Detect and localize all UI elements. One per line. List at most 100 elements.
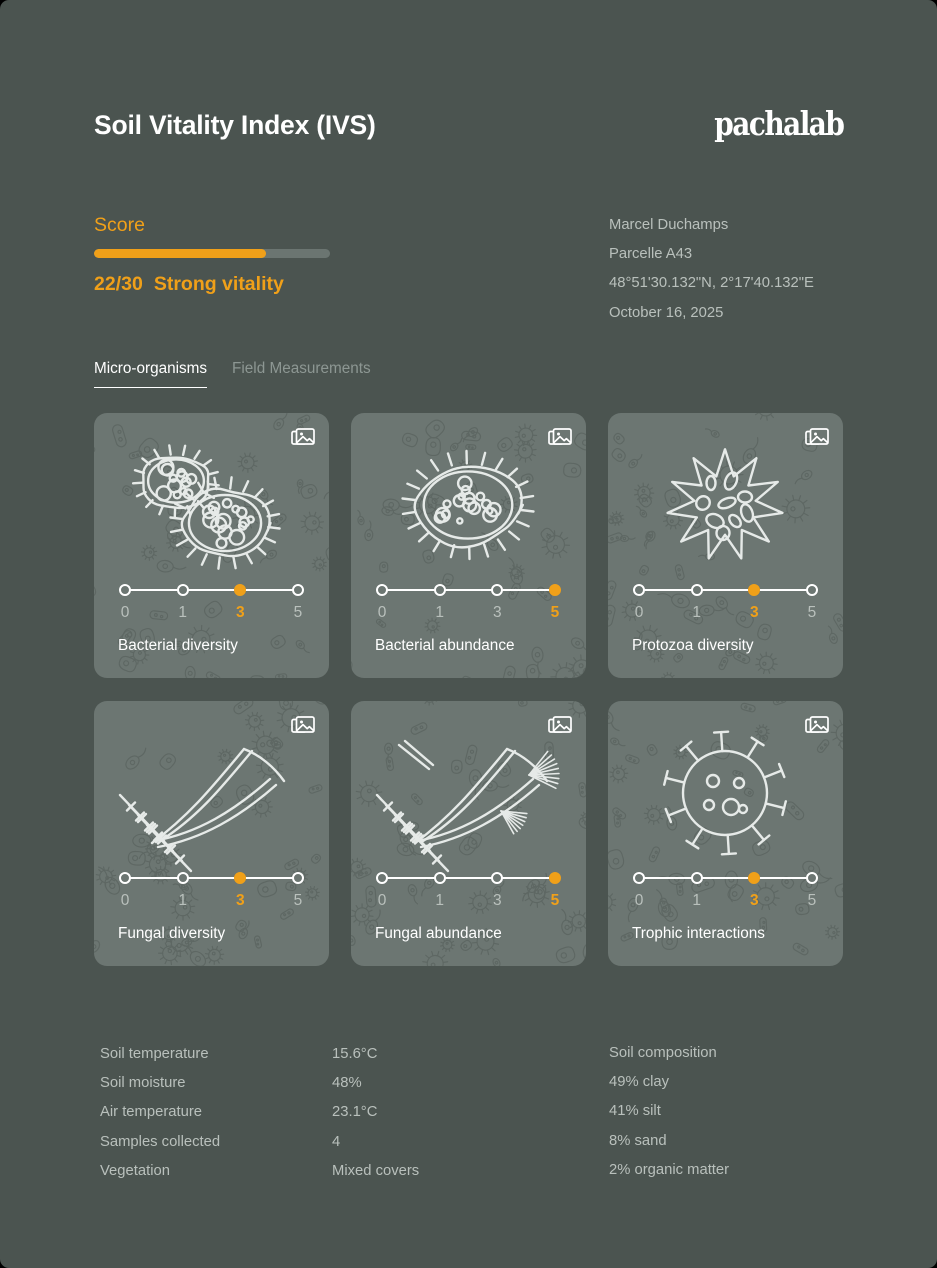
soil-composition-title: Soil composition	[609, 1045, 717, 1061]
rating-dot[interactable]	[376, 584, 388, 596]
rating-scale[interactable]: 0 1 3 5	[633, 872, 818, 916]
score-label: Score	[94, 214, 145, 236]
rating-scale[interactable]: 0 1 3 5	[376, 584, 561, 628]
rating-scale-label: 3	[236, 892, 245, 909]
rating-dot[interactable]	[805, 872, 818, 884]
measurement-key: Soil temperature	[100, 1046, 209, 1062]
rating-dot[interactable]	[633, 872, 645, 884]
rating-scale[interactable]: 0 1 3 5	[119, 872, 304, 916]
rating-dot[interactable]	[748, 872, 761, 884]
measurement-key: Air temperature	[100, 1104, 202, 1121]
measurement-key: Samples collected	[100, 1133, 221, 1150]
gallery-icon[interactable]	[548, 428, 572, 449]
bacteria-pair-icon	[94, 427, 329, 587]
rating-dot[interactable]	[433, 584, 446, 596]
rating-scale-dots	[119, 584, 304, 596]
rating-scale-line	[381, 877, 556, 879]
rating-dot[interactable]	[433, 872, 446, 884]
rating-scale-labels: 0 1 3 5	[376, 890, 561, 912]
score-rating: Strong vitality	[153, 273, 284, 295]
score-progress-fill	[94, 249, 267, 258]
indicator-card-title: Bacterial abundance	[375, 637, 515, 654]
rating-scale-label: 5	[293, 604, 303, 621]
rating-dot[interactable]	[234, 872, 247, 884]
soil-composition-item: 41% silt	[609, 1103, 661, 1120]
rating-scale-labels: 0 1 3 5	[376, 602, 561, 624]
rating-dot[interactable]	[491, 584, 504, 596]
rating-scale-dots	[633, 872, 818, 884]
tab-field-measurements[interactable]: Field Measurements	[232, 358, 371, 387]
score-block: Score 22/30 Strong vitality	[94, 212, 494, 297]
indicator-card[interactable]: 0 1 3 5 Trophic interactions	[608, 701, 843, 966]
tab-micro-organisms[interactable]: Micro-organisms	[94, 358, 208, 388]
rating-scale-dots	[119, 872, 304, 884]
indicator-card[interactable]: 0 1 3 5 Protozoa diversity	[608, 413, 843, 678]
hyphae-dense-icon	[351, 715, 586, 875]
gallery-icon[interactable]	[805, 428, 829, 449]
soil-composition-block: Soil composition 49% clay 41% silt 8% sand…	[609, 1039, 729, 1185]
score-progress-track	[94, 249, 330, 258]
rating-dot[interactable]	[748, 584, 761, 596]
rating-scale-labels: 0 1 3 5	[633, 602, 818, 624]
indicator-card[interactable]: 0 1 3 5 Bacterial diversity	[94, 413, 329, 678]
field-measurements-list: Soil temperature 15.6°C Soil moisture 48% Ai…	[100, 1040, 520, 1186]
measurement-row: Soil moisture 48%	[100, 1069, 520, 1098]
indicator-card-title: Fungal diversity	[118, 925, 226, 942]
indicator-card[interactable]: 0 1 3 5 Fungal abundance	[351, 701, 586, 966]
rating-dot[interactable]	[291, 872, 304, 884]
indicator-card-title: Bacterial diversity	[118, 637, 238, 654]
meta-date: October 16, 2025	[609, 304, 724, 321]
measurement-value: Mixed covers	[332, 1162, 420, 1179]
rating-scale-label: 1	[692, 604, 701, 621]
protozoa-icon	[608, 427, 843, 587]
rating-scale[interactable]: 0 1 3 5	[633, 584, 818, 628]
rating-scale-label: 5	[550, 604, 560, 621]
tab-label: Field Measurements	[232, 360, 371, 377]
measurement-row: Vegetation Mixed covers	[100, 1157, 520, 1186]
bacterium-icon	[351, 427, 586, 587]
gallery-icon[interactable]	[291, 428, 315, 449]
rating-scale-line	[638, 589, 813, 591]
indicator-card-grid: 0 1 3 5 Bacterial diversity 0 1 3 5 Bacterial ab…	[94, 413, 843, 966]
rating-dot[interactable]	[548, 584, 561, 596]
brand-logo: pachalab	[713, 104, 845, 143]
rating-dot[interactable]	[690, 584, 703, 596]
indicator-card[interactable]: 0 1 3 5 Fungal diversity	[94, 701, 329, 966]
rating-dot[interactable]	[690, 872, 703, 884]
measurement-value: 23.1°C	[332, 1104, 378, 1121]
rating-scale-labels: 0 1 3 5	[633, 890, 818, 912]
measurement-value: 15.6°C	[332, 1046, 378, 1062]
rating-scale[interactable]: 0 1 3 5	[119, 584, 304, 628]
rating-scale-label: 5	[293, 892, 303, 909]
meta-owner: Marcel Duchamps	[609, 217, 729, 233]
rating-dot[interactable]	[291, 584, 304, 596]
tab-bar: Micro-organisms Field Measurements	[94, 358, 371, 388]
rating-scale-line	[381, 589, 556, 591]
rating-dot[interactable]	[176, 584, 189, 596]
indicator-card-title: Protozoa diversity	[632, 637, 754, 654]
rating-dot[interactable]	[805, 584, 818, 596]
gallery-icon[interactable]	[548, 716, 572, 737]
indicator-card[interactable]: 0 1 3 5 Bacterial abundance	[351, 413, 586, 678]
gallery-icon[interactable]	[291, 716, 315, 737]
rating-dot[interactable]	[234, 584, 247, 596]
rating-dot[interactable]	[376, 872, 388, 884]
rating-dot[interactable]	[119, 584, 131, 596]
indicator-card-title: Fungal abundance	[375, 925, 502, 942]
rating-scale-label: 0	[634, 892, 644, 909]
rating-scale[interactable]: 0 1 3 5	[376, 872, 561, 916]
rating-scale-label: 0	[120, 892, 130, 909]
rating-dot[interactable]	[491, 872, 504, 884]
rating-dot[interactable]	[119, 872, 131, 884]
soil-composition-item: 49% clay	[609, 1074, 670, 1091]
rating-dot[interactable]	[176, 872, 189, 884]
hyphae-icon	[94, 715, 329, 875]
rating-scale-label: 3	[493, 604, 502, 621]
rating-dot[interactable]	[548, 872, 561, 884]
rating-scale-label: 3	[750, 892, 759, 909]
measurement-key: Vegetation	[100, 1162, 170, 1179]
rating-dot[interactable]	[633, 584, 645, 596]
gallery-icon[interactable]	[805, 716, 829, 737]
measurement-row: Soil temperature 15.6°C	[100, 1040, 520, 1069]
